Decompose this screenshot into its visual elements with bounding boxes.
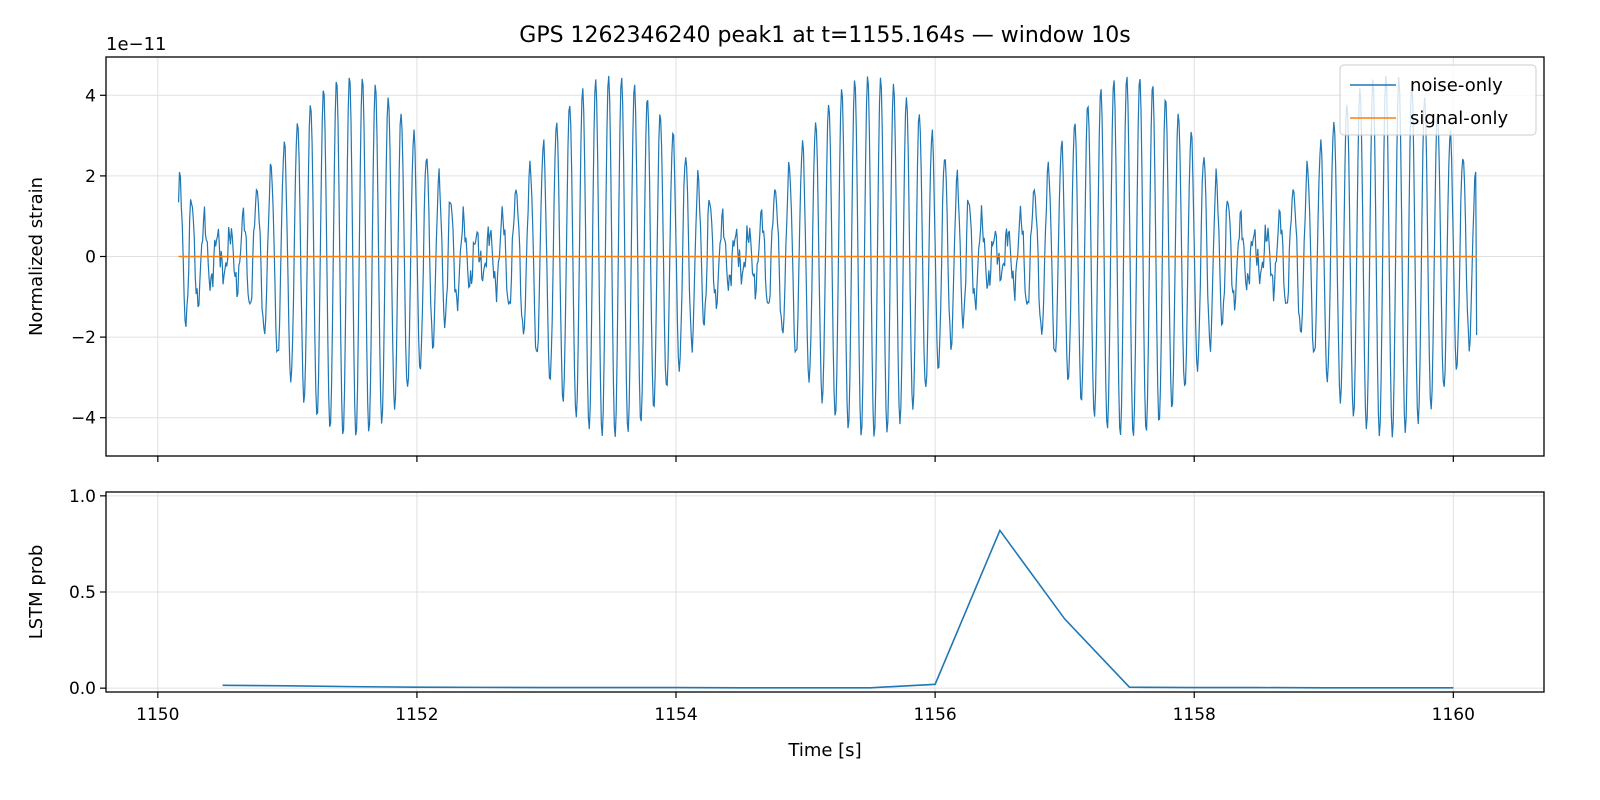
strain-y-ticks: −4 −2 0 2 4 xyxy=(71,86,106,429)
lstm-series xyxy=(222,528,1454,689)
lstm-panel: 1150 1152 1154 1156 1158 1160 0.0 0.5 1.0 Time … xyxy=(26,487,1545,761)
strain-series xyxy=(177,75,1478,438)
strain-y-tick-label: −4 xyxy=(71,409,96,429)
strain-y-tick-label: −2 xyxy=(71,328,96,348)
strain-x-ticks xyxy=(157,456,1454,462)
chart-title: GPS 1262346240 peak1 at t=1155.164s — wi… xyxy=(519,23,1130,48)
lstm-y-ticks: 0.0 0.5 1.0 xyxy=(69,487,106,699)
lstm-x-ticks: 1150 1152 1154 1156 1158 1160 xyxy=(136,692,1475,725)
lstm-x-tick-label: 1158 xyxy=(1173,705,1216,725)
lstm-x-tick-label: 1160 xyxy=(1432,705,1475,725)
lstm-x-axis-label: Time [s] xyxy=(787,740,861,761)
legend-entry-signal-only: signal-only xyxy=(1410,108,1508,129)
lstm-y-tick-label: 1.0 xyxy=(69,487,96,507)
lstm-y-tick-label: 0.0 xyxy=(69,679,96,699)
series-line-lstm-prob xyxy=(222,528,1454,689)
strain-y-tick-label: 4 xyxy=(85,86,96,106)
series-line-noise-only xyxy=(177,75,1478,438)
lstm-x-tick-label: 1154 xyxy=(654,705,697,725)
lstm-y-tick-label: 0.5 xyxy=(69,583,96,603)
y-offset-text: 1e−11 xyxy=(106,34,167,55)
lstm-grid xyxy=(106,492,1544,692)
lstm-y-axis-label: LSTM prob xyxy=(26,545,47,640)
strain-panel: −4 −2 0 2 4 GPS 1262346240 peak1 at t=1155.1… xyxy=(26,23,1545,462)
strain-y-tick-label: 0 xyxy=(85,248,96,268)
legend: noise-only signal-only xyxy=(1339,64,1537,136)
strain-y-axis-label: Normalized strain xyxy=(26,177,47,336)
strain-y-tick-label: 2 xyxy=(85,167,96,187)
lstm-x-tick-label: 1156 xyxy=(913,705,956,725)
legend-entry-noise-only: noise-only xyxy=(1410,75,1503,96)
lstm-x-tick-label: 1150 xyxy=(136,705,179,725)
lstm-x-tick-label: 1152 xyxy=(395,705,438,725)
